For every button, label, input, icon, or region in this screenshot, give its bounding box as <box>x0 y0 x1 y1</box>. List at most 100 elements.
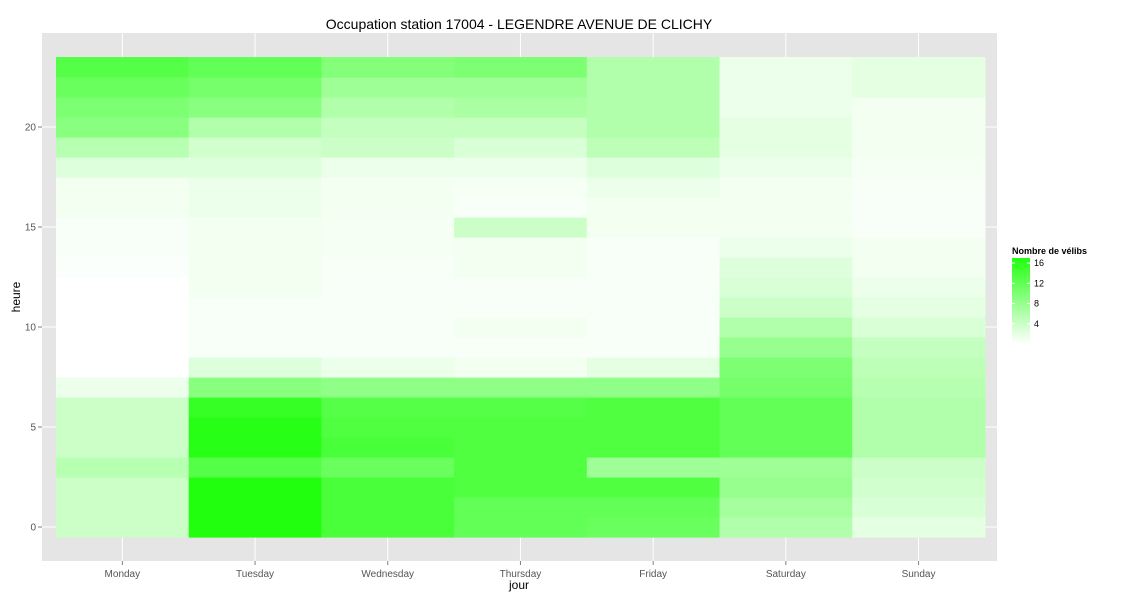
x-tick-label: Sunday <box>902 569 936 580</box>
heatmap-cell <box>852 277 986 298</box>
heatmap-cell <box>188 177 322 198</box>
heatmap-cell <box>454 257 588 278</box>
heatmap-cell <box>56 137 190 158</box>
heatmap-cell <box>188 477 322 498</box>
legend-colorbar <box>1012 258 1030 344</box>
heatmap-cell <box>719 457 853 478</box>
heatmap-cell <box>321 457 455 478</box>
heatmap-cell <box>188 277 322 298</box>
heatmap-cell <box>719 57 853 78</box>
heatmap-cell <box>321 437 455 458</box>
heatmap-cell <box>56 377 190 398</box>
heatmap-cell <box>852 117 986 138</box>
heatmap-cell <box>188 117 322 138</box>
heatmap-cell <box>454 357 588 378</box>
heatmap-cell <box>56 437 190 458</box>
heatmap-cell <box>321 57 455 78</box>
heatmap-cell <box>852 257 986 278</box>
heatmap-cell <box>586 217 721 238</box>
heatmap-cell <box>586 97 721 118</box>
y-tick-label: 0 <box>30 523 36 534</box>
heatmap-cell <box>188 297 322 318</box>
heatmap-cell <box>321 177 455 198</box>
heatmap-cell <box>56 57 190 78</box>
heatmap-cell <box>586 357 721 378</box>
heatmap-cell <box>56 457 190 478</box>
heatmap-cell <box>586 137 721 158</box>
heatmap-cell <box>586 317 721 338</box>
heatmap-cell <box>719 97 853 118</box>
heatmap-cell <box>852 377 986 398</box>
heatmap-cell <box>188 257 322 278</box>
heatmap-cell <box>586 257 721 278</box>
heatmap-cell <box>852 297 986 318</box>
heatmap-cell <box>719 377 853 398</box>
heatmap-cell <box>454 337 588 358</box>
heatmap-cell <box>454 417 588 438</box>
heatmap-cell <box>56 237 190 258</box>
heatmap-cell <box>852 497 986 518</box>
legend-tick-label: 4 <box>1034 319 1039 329</box>
heatmap-cell <box>852 217 986 238</box>
heatmap-cell <box>852 437 986 458</box>
heatmap-cell <box>719 517 853 538</box>
heatmap-cell <box>454 217 588 238</box>
heatmap-cell <box>852 457 986 478</box>
heatmap-cell <box>586 277 721 298</box>
x-tick-label: Saturday <box>766 569 806 580</box>
heatmap-cell <box>56 117 190 138</box>
heatmap-cell <box>188 57 322 78</box>
legend-ticks: 4 8 12 16 <box>1012 258 1044 329</box>
heatmap-cell <box>454 97 588 118</box>
heatmap-cell <box>454 237 588 258</box>
heatmap-cell <box>188 197 322 218</box>
heatmap-cell <box>852 137 986 158</box>
x-axis-title: jour <box>508 578 529 592</box>
heatmap-cell <box>321 97 455 118</box>
heatmap-cell <box>188 97 322 118</box>
heatmap-cell <box>56 397 190 418</box>
x-tick-label: Wednesday <box>361 569 414 580</box>
heatmap-cell <box>188 517 322 538</box>
heatmap-cell <box>852 97 986 118</box>
heatmap-cell <box>188 417 322 438</box>
chart-title: Occupation station 17004 - LEGENDRE AVEN… <box>326 16 713 32</box>
heatmap-cell <box>321 277 455 298</box>
heatmap-cell <box>188 237 322 258</box>
heatmap-cell <box>321 237 455 258</box>
heatmap-cell <box>586 377 721 398</box>
heatmap-cell <box>454 157 588 178</box>
heatmap-cell <box>188 77 322 98</box>
heatmap-cell <box>188 217 322 238</box>
heatmap-cell <box>321 357 455 378</box>
heatmap-cell <box>56 277 190 298</box>
legend-tick-label: 12 <box>1034 278 1044 288</box>
y-tick-label: 10 <box>25 323 37 334</box>
heatmap-cell <box>852 237 986 258</box>
heatmap-cell <box>321 297 455 318</box>
heatmap-cell <box>321 117 455 138</box>
legend-title: Nombre de vélibs <box>1012 246 1087 256</box>
heatmap-cell <box>454 77 588 98</box>
heatmap-cell <box>719 297 853 318</box>
heatmap-cell <box>719 317 853 338</box>
heatmap-cell <box>586 77 721 98</box>
heatmap-cell <box>454 377 588 398</box>
heatmap-cell <box>56 157 190 178</box>
heatmap-cell <box>321 477 455 498</box>
heatmap-cell <box>586 237 721 258</box>
heatmap-cell <box>321 197 455 218</box>
heatmap-cell <box>719 257 853 278</box>
heatmap-cell <box>852 417 986 438</box>
heatmap-cell <box>188 377 322 398</box>
heatmap-cell <box>56 97 190 118</box>
legend-tick-label: 8 <box>1034 299 1039 309</box>
heatmap-cell <box>321 517 455 538</box>
legend: Nombre de vélibs 4 8 12 16 <box>1012 246 1087 344</box>
y-axis-title: heure <box>9 281 23 312</box>
heatmap-cell <box>454 477 588 498</box>
heatmap-cell <box>586 157 721 178</box>
heatmap-cell <box>56 317 190 338</box>
heatmap-cell <box>321 77 455 98</box>
heatmap-cell <box>852 317 986 338</box>
